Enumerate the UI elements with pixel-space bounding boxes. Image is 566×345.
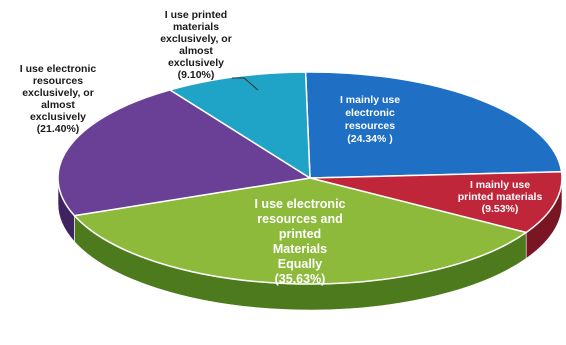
pie-slice-0 [304, 71, 563, 179]
leader-line-4 [232, 77, 259, 91]
pie-slice-2 [73, 177, 527, 285]
pie-slice-4 [169, 71, 311, 179]
leader-lines [232, 77, 259, 91]
pie-slice-3 [57, 89, 311, 217]
pie-slice-1 [309, 171, 563, 234]
slice-label-4: I use printed materials exclusively, or alm… [160, 9, 232, 81]
slice-label-3: I use electronic resources exclusively, or… [20, 63, 97, 135]
slice-label-2: I use electronic resources and printed Mate… [254, 197, 345, 286]
slice-label-0: I mainly use electronic resources (24.34% ) [340, 94, 400, 145]
pie-slices [57, 71, 563, 285]
slice-labels: I mainly use electronic resources (24.34% )… [20, 9, 543, 286]
slice-label-1: I mainly use printed materials (9.53%) [458, 179, 543, 215]
